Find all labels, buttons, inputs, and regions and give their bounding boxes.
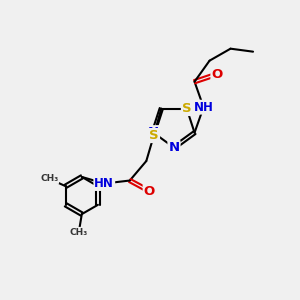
Text: O: O [212, 68, 223, 81]
Text: N: N [168, 141, 180, 154]
Text: CH₃: CH₃ [40, 174, 58, 183]
Text: HN: HN [94, 177, 114, 190]
Text: O: O [144, 184, 155, 197]
Text: NH: NH [194, 101, 214, 114]
Text: S: S [149, 129, 159, 142]
Text: S: S [182, 102, 191, 115]
Text: N: N [148, 126, 159, 139]
Text: CH₃: CH₃ [70, 228, 88, 237]
